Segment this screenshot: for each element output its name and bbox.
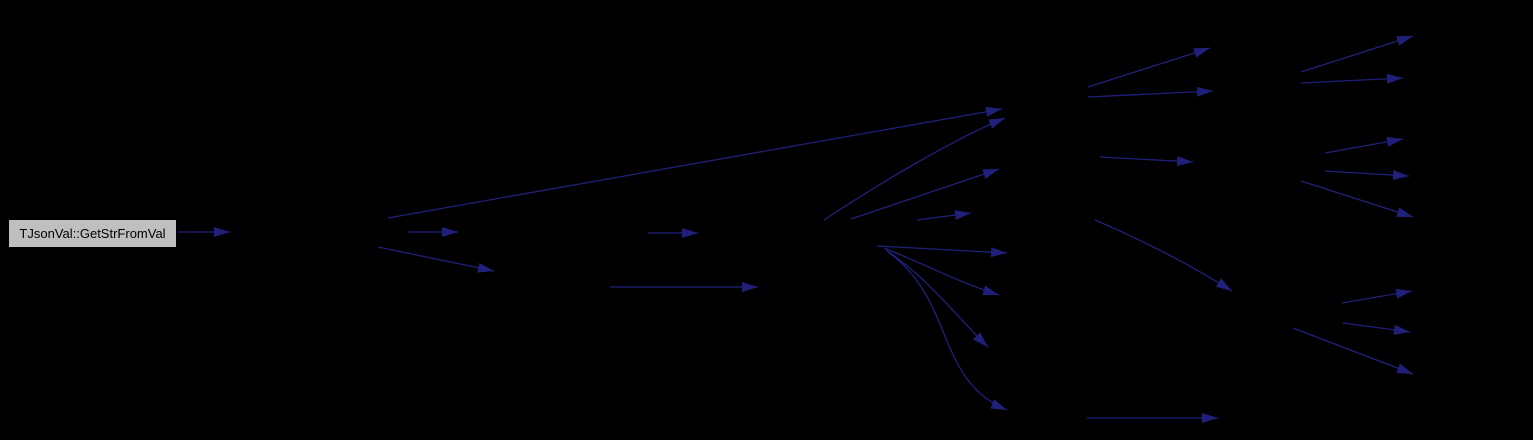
- edge-n10-up-right: [1341, 288, 1413, 304]
- root-node-label: TJsonVal::GetStrFromVal: [19, 226, 166, 241]
- edge-n6-right: [1099, 156, 1194, 167]
- edge-n4-curve-down-1: [883, 247, 1000, 296]
- edge-layer: [178, 35, 1414, 423]
- edge-n1-down-right: [377, 246, 495, 273]
- edge-n9-up-right: [1324, 136, 1404, 154]
- edge-n4-curve-down-3: [887, 251, 1008, 411]
- edge-n9-right: [1324, 170, 1410, 181]
- root-node: TJsonVal::GetStrFromVal: [8, 219, 177, 248]
- edge-n5-up-right: [1087, 47, 1211, 88]
- edge-n8-right: [1300, 73, 1404, 84]
- edge-n10-down-right: [1292, 327, 1414, 375]
- edge-n4-curve-down-2: [885, 249, 989, 348]
- edge-n5-right: [1087, 86, 1214, 98]
- edge-n4-flat-right: [876, 245, 1008, 258]
- edge-n4-curve-up: [823, 117, 1006, 221]
- edge-n8-up-right: [1300, 35, 1414, 73]
- edge-n10-right: [1342, 322, 1411, 335]
- edge-n4-up-right: [850, 168, 1000, 220]
- edge-n4-short-right: [916, 210, 972, 221]
- edge-n9-down-right: [1300, 180, 1414, 218]
- edge-n1-long-diagonal: [387, 106, 1003, 219]
- edge-n7-curve-down: [1094, 219, 1233, 292]
